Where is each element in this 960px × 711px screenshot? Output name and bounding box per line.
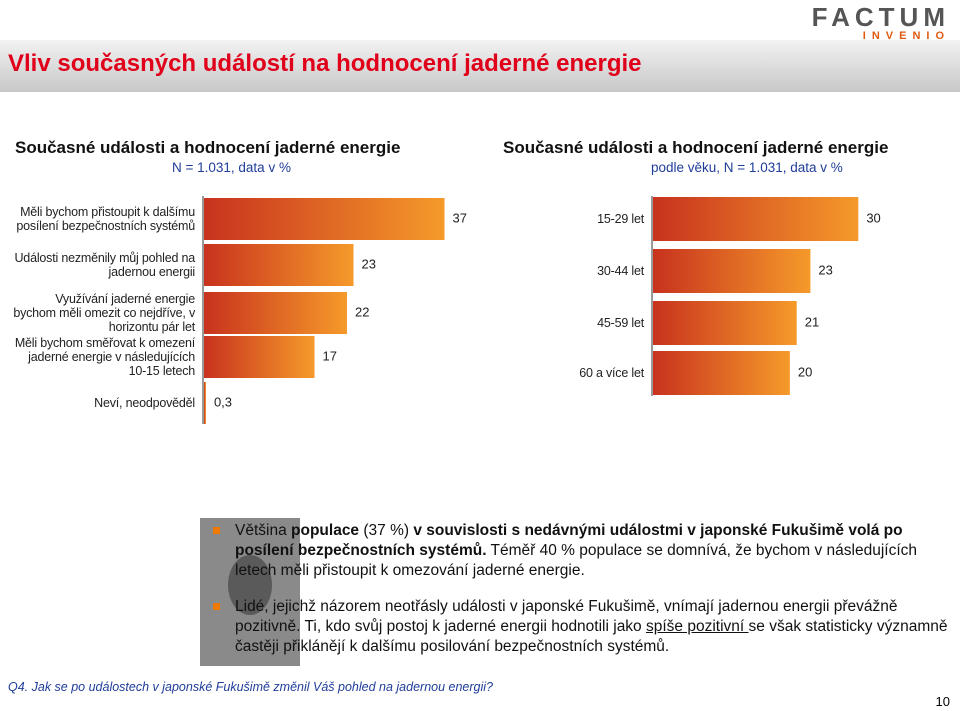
category-label: 45-59 let xyxy=(597,316,644,330)
logo: FACTUM INVENIO xyxy=(812,2,950,42)
bar xyxy=(204,382,206,424)
bar xyxy=(204,292,347,334)
chart-title: Současné události a hodnocení jaderné en… xyxy=(503,138,889,157)
text: spíše pozitivní xyxy=(646,618,749,635)
chart-title: Současné události a hodnocení jaderné en… xyxy=(15,138,401,157)
value-label: 21 xyxy=(805,314,819,329)
text: Většina xyxy=(235,522,292,539)
category-label: Měli bychom přistoupit k dalšímu posílen… xyxy=(16,205,195,233)
text: se však statisticky významně častěji při… xyxy=(235,618,948,655)
bar xyxy=(204,198,445,240)
category-label: 30-44 let xyxy=(597,264,644,278)
value-label: 37 xyxy=(453,210,467,225)
bar xyxy=(204,336,315,378)
footnote: Q4. Jak se po událostech v japonské Fuku… xyxy=(8,680,494,694)
photo-smoke xyxy=(228,555,272,615)
category-label: Neví, neodpověděl xyxy=(94,396,195,410)
text: (37 %) xyxy=(359,522,414,539)
category-label: 60 a více let xyxy=(579,366,644,380)
category-label: 15-29 let xyxy=(597,212,644,226)
slide-title: Vliv současných událostí na hodnocení ja… xyxy=(8,50,642,77)
chart-subtitle: podle věku, N = 1.031, data v % xyxy=(651,160,843,175)
value-label: 20 xyxy=(798,364,812,379)
value-label: 22 xyxy=(355,304,369,319)
category-label: Využívání jaderné energie bychom měli om… xyxy=(13,292,195,334)
value-label: 23 xyxy=(818,262,832,277)
bar xyxy=(204,244,354,286)
text: v souvislosti s nedávnými událostmi v ja… xyxy=(235,522,903,559)
chart-subtitle: N = 1.031, data v % xyxy=(172,160,291,175)
text: Lidé, jejichž názorem neotřásly události… xyxy=(235,598,898,635)
value-label: 17 xyxy=(323,348,337,363)
page-number: 10 xyxy=(935,694,950,709)
bullet: Většina populace (37 %) v souvislosti s … xyxy=(213,521,948,581)
bar xyxy=(653,301,797,345)
bar xyxy=(653,197,859,241)
category-label: Měli bychom směřovat k omezení jaderné e… xyxy=(14,336,195,378)
value-label: 0,3 xyxy=(214,394,232,409)
value-label: 30 xyxy=(866,210,880,225)
category-label: Události nezměnily můj pohled na jaderno… xyxy=(14,251,195,279)
header: Vliv současných událostí na hodnocení ja… xyxy=(0,40,960,92)
bullet: Lidé, jejichž názorem neotřásly události… xyxy=(213,597,948,657)
text: Téměř 40 % populace se domnívá, že bycho… xyxy=(235,542,918,579)
bar xyxy=(653,249,811,293)
bar xyxy=(653,351,790,395)
value-label: 23 xyxy=(362,256,376,271)
bullets: Většina populace (37 %) v souvislosti s … xyxy=(213,521,948,673)
logo-tagline: INVENIO xyxy=(862,30,950,42)
text: populace xyxy=(291,522,360,539)
logo-name: FACTUM xyxy=(811,2,950,32)
